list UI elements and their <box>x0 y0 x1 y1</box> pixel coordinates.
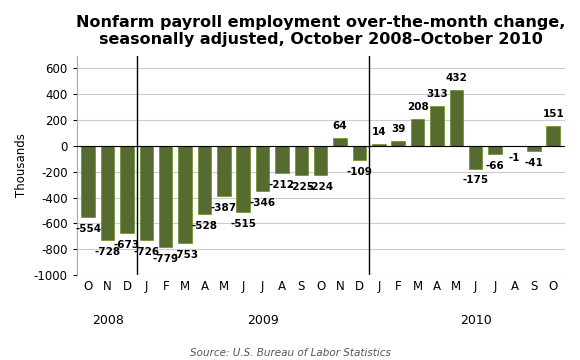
Text: -41: -41 <box>524 158 543 168</box>
Text: -387: -387 <box>211 203 237 213</box>
Bar <box>372 144 386 146</box>
Text: 2008: 2008 <box>92 314 124 327</box>
Bar <box>81 146 95 217</box>
Bar <box>101 146 114 240</box>
Bar <box>411 119 425 146</box>
Bar <box>527 146 541 151</box>
Bar <box>430 105 444 146</box>
Bar <box>334 138 347 146</box>
Text: -515: -515 <box>230 219 256 229</box>
Bar <box>120 146 134 233</box>
Text: Source: U.S. Bureau of Labor Statistics: Source: U.S. Bureau of Labor Statistics <box>190 348 390 359</box>
Y-axis label: Thousands: Thousands <box>15 133 28 197</box>
Text: -224: -224 <box>307 182 334 192</box>
Text: 39: 39 <box>391 124 405 134</box>
Title: Nonfarm payroll employment over-the-month change,
seasonally adjusted, October 2: Nonfarm payroll employment over-the-mont… <box>76 15 566 48</box>
Text: 432: 432 <box>445 73 467 83</box>
Text: -753: -753 <box>172 250 198 260</box>
Bar <box>159 146 172 247</box>
Text: -673: -673 <box>114 240 140 250</box>
Text: 2009: 2009 <box>246 314 278 327</box>
Text: 208: 208 <box>407 102 429 112</box>
Text: -779: -779 <box>153 253 179 264</box>
Text: -225: -225 <box>288 182 314 192</box>
Text: 64: 64 <box>333 121 347 131</box>
Bar <box>275 146 289 173</box>
Text: -726: -726 <box>133 247 160 257</box>
Text: 2010: 2010 <box>460 314 492 327</box>
Text: -212: -212 <box>269 180 295 190</box>
Text: 313: 313 <box>426 89 448 99</box>
Text: -554: -554 <box>75 224 102 234</box>
Bar <box>256 146 269 191</box>
Bar <box>217 146 231 196</box>
Text: 151: 151 <box>542 109 564 120</box>
Bar <box>198 146 211 214</box>
Text: -728: -728 <box>95 247 121 257</box>
Bar <box>140 146 153 240</box>
Bar <box>392 141 405 146</box>
Text: -346: -346 <box>249 198 276 208</box>
Bar <box>353 146 366 160</box>
Text: -109: -109 <box>346 167 372 177</box>
Text: -1: -1 <box>509 153 520 163</box>
Bar <box>469 146 483 168</box>
Bar <box>314 146 328 175</box>
Bar <box>237 146 250 212</box>
Bar <box>546 126 560 146</box>
Text: -528: -528 <box>191 221 218 231</box>
Bar <box>178 146 192 243</box>
Bar <box>450 90 463 146</box>
Bar <box>295 146 308 175</box>
Text: -175: -175 <box>463 175 489 185</box>
Text: 14: 14 <box>372 127 386 137</box>
Text: -66: -66 <box>485 161 505 171</box>
Bar <box>488 146 502 154</box>
